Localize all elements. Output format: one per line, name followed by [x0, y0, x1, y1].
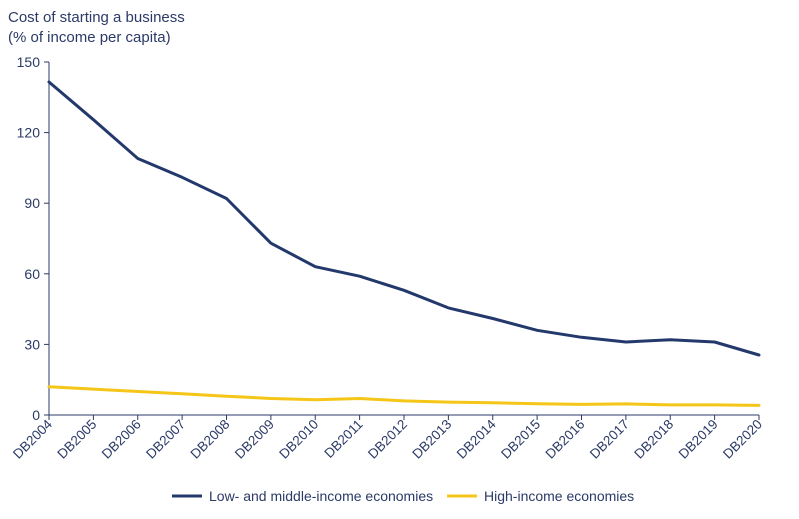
x-tick-label: DB2010 — [276, 417, 321, 462]
chart-title-line-1: Cost of starting a business — [8, 9, 185, 26]
x-tick-label: DB2015 — [498, 417, 543, 462]
legend-label: Low- and middle-income economies — [209, 488, 433, 504]
x-axis: DB2004 DB2005 DB2006 DB2007 DB2008 DB2009 DB20… — [10, 414, 765, 462]
y-tick-label: 60 — [24, 266, 40, 282]
y-tick-label: 150 — [17, 54, 41, 70]
y-tick-label: 30 — [24, 336, 40, 352]
x-tick-label: DB2005 — [54, 417, 99, 462]
series-line-2 — [47, 385, 761, 407]
legend-label: High-income economies — [484, 488, 634, 504]
x-tick-label: DB2018 — [631, 417, 676, 462]
y-tick-label: 120 — [17, 125, 41, 141]
x-tick-label: DB2009 — [232, 417, 277, 462]
series-layer — [47, 80, 761, 407]
x-tick-label: DB2013 — [409, 417, 454, 462]
y-tick-label: 0 — [32, 407, 40, 423]
x-tick-label: DB2019 — [676, 417, 721, 462]
legend: Low- and middle-income economies High-inc… — [172, 488, 634, 504]
y-tick-label: 90 — [24, 195, 40, 211]
x-tick-label: DB2020 — [720, 417, 765, 462]
x-tick-label: DB2006 — [99, 417, 144, 462]
series-line-1 — [47, 80, 761, 357]
chart-title-line-2: (% of income per capita) — [8, 29, 171, 46]
x-tick-label: DB2008 — [188, 417, 233, 462]
x-tick-label: DB2007 — [143, 417, 188, 462]
y-axis: 0 30 60 90 120 150 — [17, 54, 50, 423]
x-tick-label: DB2011 — [321, 417, 365, 461]
x-tick-label: DB2016 — [543, 417, 588, 462]
x-tick-label: DB2014 — [454, 416, 499, 461]
x-tick-label: DB2017 — [587, 417, 632, 462]
x-tick-label: DB2012 — [365, 417, 410, 462]
